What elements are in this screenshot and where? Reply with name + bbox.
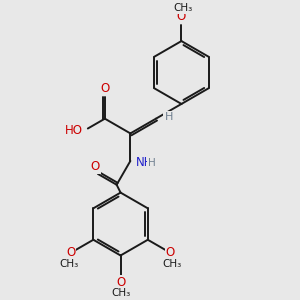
Text: O: O <box>100 82 110 95</box>
Text: NH: NH <box>135 156 153 170</box>
Text: H: H <box>148 158 156 168</box>
Text: O: O <box>116 277 125 290</box>
Text: CH₃: CH₃ <box>59 259 78 269</box>
Text: CH₃: CH₃ <box>163 259 182 269</box>
Text: O: O <box>177 10 186 23</box>
Text: O: O <box>90 160 100 172</box>
Text: O: O <box>166 246 175 259</box>
Text: O: O <box>66 246 75 259</box>
Text: CH₃: CH₃ <box>111 288 130 298</box>
Text: HO: HO <box>65 124 83 137</box>
Text: H: H <box>164 112 173 122</box>
Text: CH₃: CH₃ <box>174 3 193 13</box>
